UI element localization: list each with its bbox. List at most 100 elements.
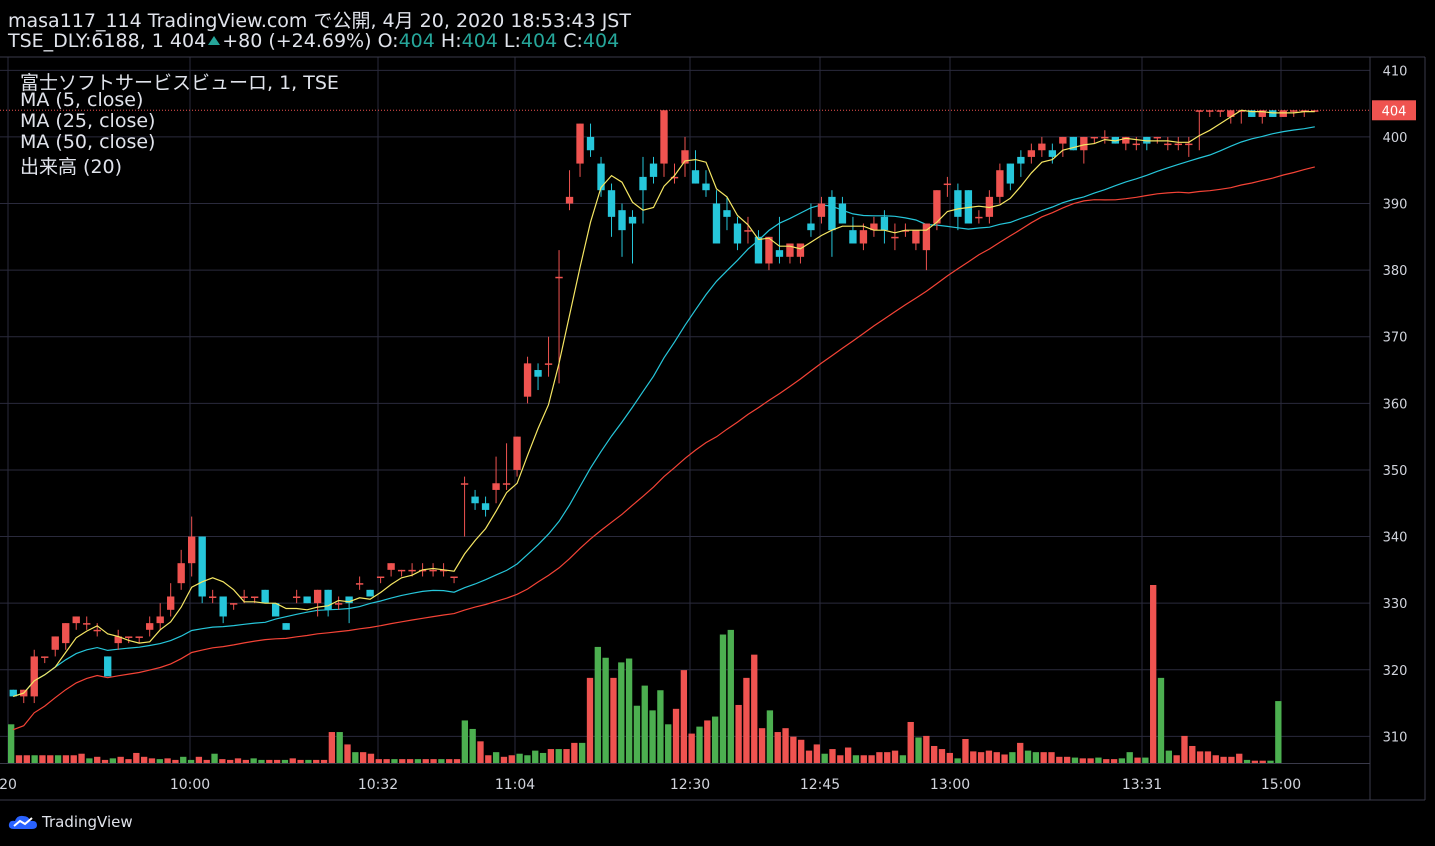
volume-bar [375, 759, 382, 763]
volume-bar [977, 752, 985, 763]
volume-bar [1103, 759, 1110, 763]
volume-bar [203, 759, 210, 763]
volume-bar [140, 756, 148, 763]
candle-body [1185, 143, 1193, 146]
candle-body [1038, 143, 1046, 151]
volume-bars [8, 585, 1282, 763]
volume-bar [1157, 677, 1165, 763]
y-tick-label: 350 [1383, 464, 1408, 479]
volume-bar [954, 758, 961, 763]
tradingview-brand: TradingView [42, 813, 133, 831]
legend-ma25[interactable]: MA (25, close) [20, 110, 156, 132]
volume-bar [258, 759, 265, 763]
volume-bar [1087, 758, 1094, 763]
volume-bar [39, 755, 46, 763]
volume-bar [453, 759, 461, 763]
volume-bar [1275, 701, 1282, 763]
volume-bar [602, 657, 609, 763]
high-label: H: [440, 30, 462, 52]
x-tick-label: 12:30 [670, 777, 710, 793]
volume-bar [813, 744, 820, 763]
candle-body [208, 596, 217, 598]
candle-body [1122, 136, 1130, 144]
candle-body [1269, 110, 1277, 117]
last-price-badge-text: 404 [1382, 104, 1407, 119]
candle-body [744, 230, 752, 232]
volume-bar [508, 755, 515, 763]
volume-bar [172, 759, 179, 763]
volume-bar [516, 753, 523, 763]
volume-bar [250, 758, 257, 763]
close-label: C: [563, 30, 583, 52]
volume-bar [704, 720, 711, 763]
candle-body [964, 190, 973, 224]
volume-bar [970, 751, 977, 763]
volume-bar [383, 759, 390, 763]
candle-body [282, 623, 290, 630]
candle-body [786, 243, 794, 257]
legend-volume[interactable]: 出来高 (20) [20, 156, 123, 178]
volume-bar [1118, 758, 1126, 763]
volume-bar [860, 755, 867, 763]
candle-body [366, 589, 374, 597]
candle-body [125, 636, 133, 638]
volume-bar [1024, 750, 1032, 763]
volume-bar [688, 733, 695, 763]
volume-bar [164, 758, 171, 763]
volume-bar [735, 704, 742, 763]
volume-bar [571, 742, 578, 763]
candle-body [1090, 136, 1099, 139]
candle-body [387, 563, 395, 570]
volume-bar [94, 756, 101, 763]
candle-body [954, 190, 962, 217]
y-tick-label: 390 [1383, 198, 1408, 213]
y-tick-label: 410 [1383, 64, 1408, 79]
candle-body [775, 250, 784, 257]
volume-bar [344, 744, 351, 763]
candle-body [62, 623, 70, 644]
volume-bar [281, 759, 289, 763]
volume-bar [500, 756, 508, 763]
candle-body [660, 110, 668, 164]
legend-title[interactable]: 富士ソフトサービスビューロ, 1, TSE [20, 72, 339, 94]
candle-body [996, 170, 1004, 197]
candle-body [1279, 110, 1287, 117]
publish-info: masa117_114 TradingView.com で公開, 4月 20, … [8, 6, 631, 33]
candle-body [523, 363, 532, 397]
volume-bar [117, 756, 124, 763]
candle-body [1143, 136, 1151, 144]
candle-body [93, 629, 101, 632]
open-value: 404 [398, 30, 435, 52]
candle-body [250, 596, 259, 598]
candle-body [859, 230, 868, 244]
candle-body [817, 203, 826, 217]
candle-body [534, 370, 542, 377]
volume-bar [696, 726, 703, 763]
x-tick-label: 13:31 [1122, 777, 1162, 793]
volume-bar [195, 756, 203, 763]
y-tick-label: 380 [1383, 264, 1408, 279]
publish-text: masa117_114 TradingView.com で公開, 4月 20, … [8, 10, 631, 32]
volume-bar [234, 758, 242, 763]
candle-body [429, 569, 437, 572]
volume-bar [1251, 760, 1259, 763]
candle-body [870, 223, 878, 231]
volume-bar [555, 749, 562, 763]
volume-bar [320, 759, 328, 763]
legend-ma50[interactable]: MA (50, close) [20, 131, 156, 153]
volume-bar [469, 728, 476, 763]
volume-bar [758, 728, 766, 763]
candle-body [188, 536, 196, 564]
volume-bar [641, 685, 648, 763]
legend-ma5[interactable]: MA (5, close) [20, 89, 144, 111]
volume-bar [985, 750, 993, 763]
candle-body [303, 596, 311, 604]
candle-body [1048, 150, 1057, 157]
chart-axes [0, 56, 1426, 801]
volume-bar [15, 755, 23, 763]
volume-bar [1063, 756, 1071, 763]
tradingview-logo[interactable]: TradingView [8, 813, 133, 831]
volume-bar [1267, 760, 1274, 763]
volume-bar [101, 759, 109, 763]
